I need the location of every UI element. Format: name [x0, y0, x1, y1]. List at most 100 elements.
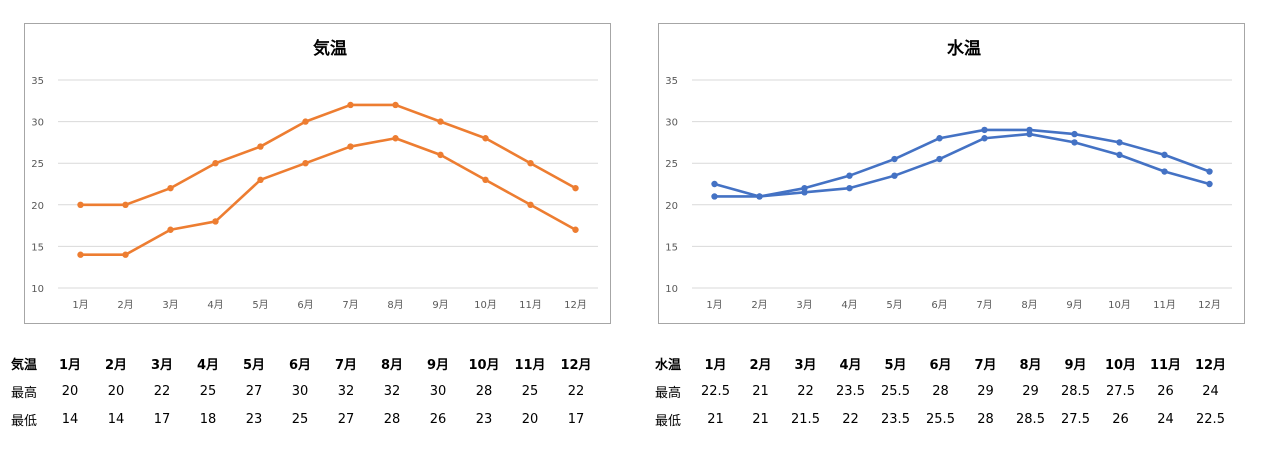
- water-table-cell: 21: [752, 411, 769, 427]
- air-data-point: [392, 101, 399, 109]
- air-table-cell: 20: [107, 383, 125, 399]
- air-table-cell: 27: [245, 383, 263, 399]
- water-data-point: [891, 172, 898, 179]
- air-table-month: 6月: [288, 357, 312, 373]
- water-table-cell: 28.5: [1061, 383, 1090, 399]
- air-data-point: [167, 226, 174, 233]
- air-table-cell: 32: [383, 383, 401, 399]
- air-table-cell: 14: [61, 411, 79, 427]
- air-x-tick-label: 1月: [72, 299, 88, 311]
- air-table-cell: 25: [199, 383, 217, 399]
- air-x-tick-label: 6月: [297, 299, 313, 311]
- air-data-point: [122, 201, 129, 208]
- air-x-tick-label: 10月: [474, 299, 497, 311]
- air-y-tick-label: 30: [31, 118, 44, 129]
- water-data-point: [711, 180, 718, 188]
- water-temp-chart-svg: 水温 10 15 20 25 30 35 1月 2月 3月 4月 5月 6月 7月 8月 9月 10月 11月 12…: [665, 38, 1232, 311]
- water-table-cell: 21: [752, 383, 769, 399]
- water-data-point: [846, 172, 853, 179]
- air-data-point: [77, 201, 84, 208]
- water-data-point: [801, 189, 808, 196]
- water-x-tick-label: 6月: [931, 299, 947, 311]
- air-data-point: [347, 143, 354, 150]
- air-table-cell: 22: [567, 383, 585, 399]
- water-temp-table: 水温 1月 2月 3月 4月 5月 6月 7月 8月 9月 10月 11月 12月 最高 22.5 21 22 2…: [655, 349, 1233, 433]
- water-data-point: [981, 135, 988, 142]
- air-data-point: [77, 251, 84, 258]
- air-data-point: [527, 201, 534, 208]
- air-table-row: 最高 20 20 22 25 27 30 32 32 30 28 25 22: [11, 377, 599, 405]
- water-data-point: [1206, 168, 1213, 175]
- air-data-point: [302, 160, 309, 167]
- air-temp-chart: 気温 10 15 20 25 30 35 1月 2月 3月 4月 5月 6月 7月 8月 9月 10月 11月 12…: [24, 23, 611, 324]
- air-x-tick-label: 8月: [387, 299, 403, 311]
- air-table-cell: 22: [153, 383, 171, 399]
- water-data-point: [936, 155, 943, 163]
- air-table-month: 7月: [334, 357, 358, 373]
- air-data-point: [572, 184, 579, 192]
- air-table-cell: 32: [337, 383, 355, 399]
- water-data-point: [891, 155, 898, 163]
- air-table-cell: 23: [245, 411, 263, 427]
- water-y-tick-label: 35: [665, 76, 678, 87]
- air-table-month: 2月: [104, 357, 128, 373]
- water-table-cell: 26: [1157, 383, 1174, 399]
- air-x-tick-label: 7月: [342, 299, 358, 311]
- air-data-point: [482, 135, 489, 142]
- air-table-cell: 30: [429, 383, 447, 399]
- air-table-cell: 20: [61, 383, 79, 399]
- water-table-cell: 28.5: [1016, 411, 1045, 427]
- air-table-month: 9月: [426, 357, 450, 373]
- water-series-line-low: [713, 132, 1211, 198]
- water-table-month: 3月: [794, 357, 817, 373]
- water-table-cell: 22: [797, 383, 814, 399]
- air-x-tick-label: 9月: [432, 299, 448, 311]
- water-table-cell: 28: [932, 383, 949, 399]
- water-table-row-label: 最高: [655, 385, 682, 401]
- air-data-point: [302, 118, 309, 125]
- water-table-month: 8月: [1019, 357, 1042, 373]
- water-table-row: 最高 22.5 21 22 23.5 25.5 28 29 29 28.5 27.5 26 24: [655, 377, 1233, 405]
- water-x-tick-label: 8月: [1021, 299, 1037, 311]
- water-x-tick-label: 5月: [886, 299, 902, 311]
- water-table-month: 4月: [839, 357, 862, 373]
- air-data-point: [572, 226, 579, 233]
- water-x-tick-label: 1月: [706, 299, 722, 311]
- air-data-point: [212, 218, 219, 225]
- water-table-row: 最低 21 21 21.5 22 23.5 25.5 28 28.5 27.5 26 24 22.5: [655, 405, 1233, 433]
- water-table-cell: 28: [977, 411, 994, 427]
- air-data-point: [257, 176, 264, 184]
- air-table-month: 5月: [242, 357, 266, 373]
- water-table-cell: 29: [977, 383, 994, 399]
- water-data-point: [1161, 168, 1168, 175]
- air-table-cell: 27: [337, 411, 355, 427]
- air-data-point: [527, 160, 534, 167]
- water-table-month: 5月: [884, 357, 907, 373]
- water-data-point: [846, 184, 853, 192]
- water-table-cell: 24: [1202, 383, 1219, 399]
- air-table-month: 8月: [380, 357, 404, 373]
- water-table-cell: 22: [842, 411, 859, 427]
- air-x-tick-label: 2月: [117, 299, 133, 311]
- water-y-tick-label: 30: [665, 118, 678, 129]
- air-table-cell: 23: [475, 411, 493, 427]
- water-temp-chart: 水温 10 15 20 25 30 35 1月 2月 3月 4月 5月 6月 7月 8月 9月 10月 11月 12…: [658, 23, 1245, 324]
- air-table-cell: 18: [199, 411, 217, 427]
- water-series-line-high: [713, 128, 1211, 198]
- air-table-row-label: 最低: [11, 413, 38, 429]
- air-data-point: [437, 151, 444, 159]
- air-y-tick-label: 20: [31, 201, 44, 212]
- air-table-month: 3月: [150, 357, 174, 373]
- water-table-cell: 26: [1112, 411, 1129, 427]
- water-table-cell: 25.5: [881, 383, 910, 399]
- water-x-tick-label: 7月: [976, 299, 992, 311]
- water-data-point: [981, 126, 988, 134]
- water-table-cell: 21.5: [791, 411, 820, 427]
- water-table-month: 9月: [1064, 357, 1087, 373]
- water-table-month: 10月: [1104, 357, 1137, 373]
- air-table-month: 4月: [196, 357, 220, 373]
- air-table-cell: 28: [383, 411, 401, 427]
- air-table-cell: 28: [475, 383, 493, 399]
- air-table-month: 1月: [58, 357, 82, 373]
- air-series-line-low: [79, 136, 577, 257]
